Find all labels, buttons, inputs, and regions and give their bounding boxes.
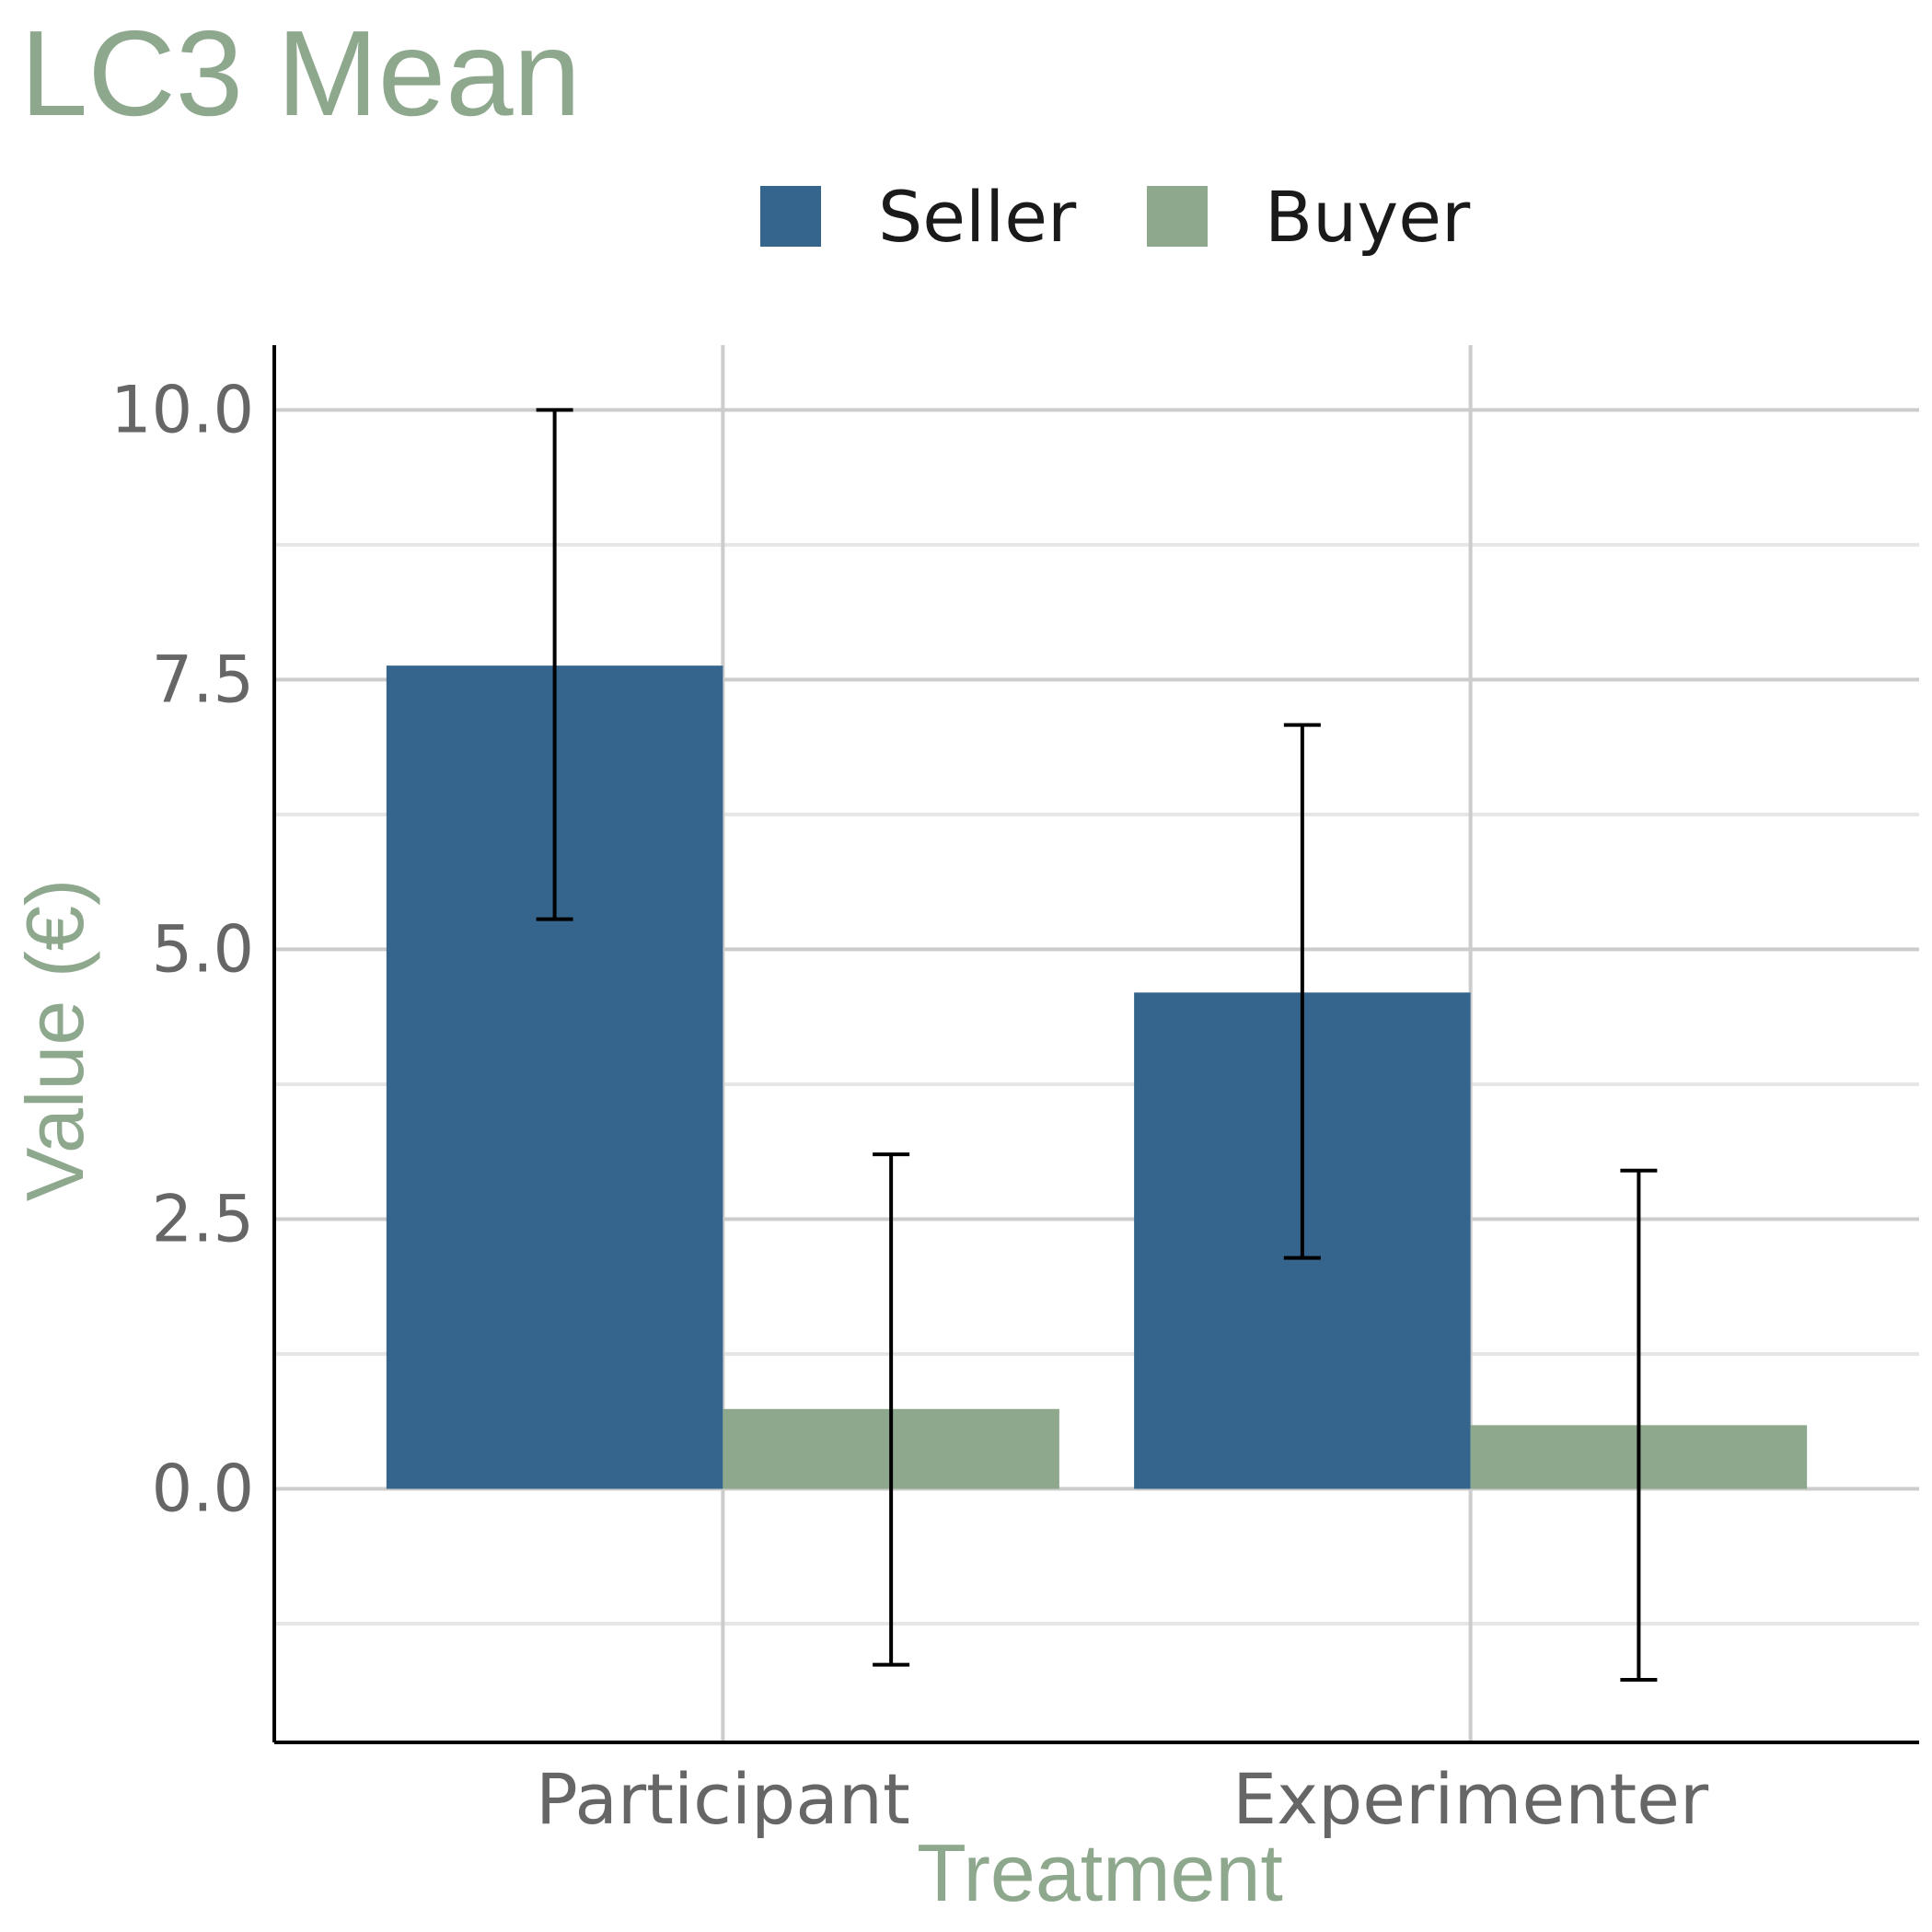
error-bar-seller-participant xyxy=(536,408,573,921)
legend-item-buyer: Buyer xyxy=(1147,176,1471,258)
error-bar-seller-experimenter xyxy=(1283,723,1321,1260)
legend-label: Seller xyxy=(878,176,1077,258)
x-tick-label: Experimenter xyxy=(1232,1758,1709,1840)
y-tick-label: 0.0 xyxy=(152,1452,254,1527)
error-bars xyxy=(536,408,1658,1683)
legend: Seller Buyer xyxy=(760,176,1471,258)
y-tick-labels: 0.0 2.5 5.0 7.5 10.0 xyxy=(110,372,254,1526)
legend-swatch xyxy=(760,186,821,247)
y-tick-label: 5.0 xyxy=(152,911,254,987)
legend-label: Buyer xyxy=(1265,176,1471,258)
y-axis-label: Value (€) xyxy=(9,879,100,1202)
legend-item-seller: Seller xyxy=(760,176,1077,258)
y-tick-label: 7.5 xyxy=(152,642,254,717)
axes xyxy=(272,345,1919,1744)
y-tick-label: 10.0 xyxy=(110,372,254,447)
x-tick-labels: Participant Experimenter xyxy=(536,1758,1709,1840)
x-tick-label: Participant xyxy=(536,1758,910,1840)
error-bar-buyer-experimenter xyxy=(1620,1168,1658,1683)
y-tick-label: 2.5 xyxy=(152,1181,254,1256)
error-bar-buyer-participant xyxy=(873,1152,910,1667)
x-axis-label: Treatment xyxy=(917,1827,1283,1918)
legend-swatch xyxy=(1147,186,1208,247)
bars xyxy=(386,665,1808,1489)
chart-title: LC3 Mean xyxy=(20,6,581,141)
